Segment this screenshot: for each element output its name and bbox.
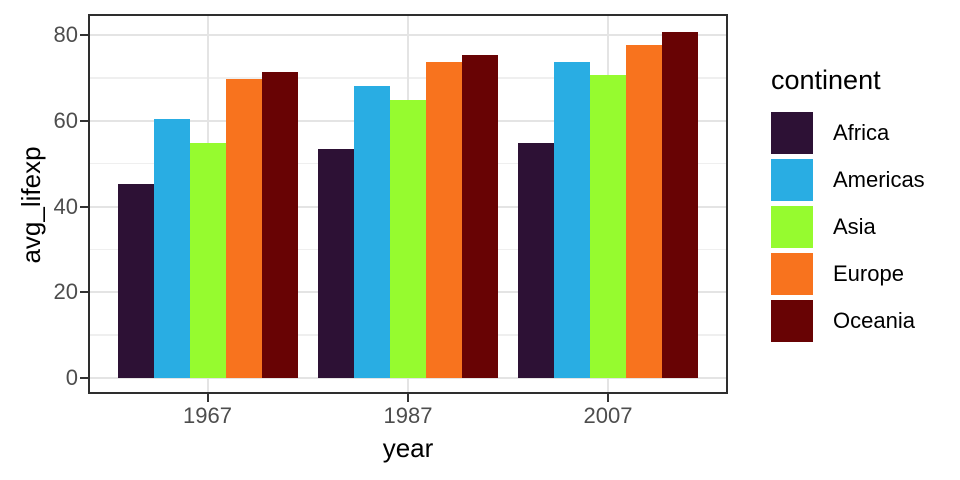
legend-swatch-asia (771, 206, 813, 248)
x-tick-1967 (206, 394, 209, 402)
legend-item-asia: Asia (771, 206, 925, 248)
bar-americas-1987 (354, 86, 390, 378)
x-tick-label-1967: 1967 (183, 403, 232, 428)
legend-item-africa: Africa (771, 112, 925, 154)
legend-label-asia: Asia (833, 214, 876, 239)
bar-americas-1967 (153, 119, 190, 378)
bar-africa-2007 (518, 143, 554, 378)
x-tick-label-2007: 2007 (583, 403, 633, 428)
x-tick-1987 (407, 394, 409, 402)
bar-europe-1967 (225, 79, 262, 378)
plot-panel (88, 14, 728, 394)
y-tick-80 (80, 34, 88, 36)
legend-swatch-europe (771, 253, 813, 295)
legend-title: continent (771, 65, 881, 95)
x-tick-label-1987: 1987 (383, 403, 433, 428)
bar-africa-1967 (117, 183, 154, 378)
y-tick-60 (80, 119, 88, 122)
legend-swatch-americas (771, 159, 813, 201)
y-tick-label-0: 0 (65, 365, 78, 390)
x-axis-title: year (382, 433, 434, 463)
legend-label-americas: Americas (833, 167, 925, 192)
bar-asia-2007 (590, 74, 626, 378)
y-tick-label-20: 20 (53, 279, 78, 305)
legend-label-africa: Africa (833, 120, 890, 145)
x-tick-2007 (607, 394, 609, 402)
bar-asia-1967 (189, 143, 226, 378)
y-tick-40 (80, 205, 88, 208)
y-tick-0 (80, 377, 88, 379)
y-tick-20 (80, 291, 88, 294)
legend-item-europe: Europe (771, 253, 925, 295)
bar-oceania-1987 (462, 55, 498, 378)
bar-asia-1987 (390, 99, 426, 378)
legend-label-oceania: Oceania (833, 308, 915, 333)
bar-americas-2007 (554, 62, 590, 378)
y-axis-title: avg_lifexp (16, 146, 46, 264)
bar-africa-1987 (318, 149, 354, 378)
legend-item-oceania: Oceania (771, 300, 925, 342)
legend-swatch-africa (771, 112, 813, 154)
bar-oceania-1967 (261, 72, 298, 378)
y-tick-label-80: 80 (53, 22, 78, 47)
bar-europe-1987 (426, 62, 462, 378)
bar-oceania-2007 (662, 31, 698, 378)
legend: continent Africa Americas Asia Europe Oc… (771, 64, 925, 347)
legend-label-europe: Europe (833, 261, 904, 286)
legend-swatch-oceania (771, 300, 813, 342)
bar-europe-2007 (626, 45, 662, 378)
y-tick-label-60: 60 (53, 107, 78, 133)
y-tick-label-40: 40 (53, 193, 78, 219)
legend-item-americas: Americas (771, 159, 925, 201)
